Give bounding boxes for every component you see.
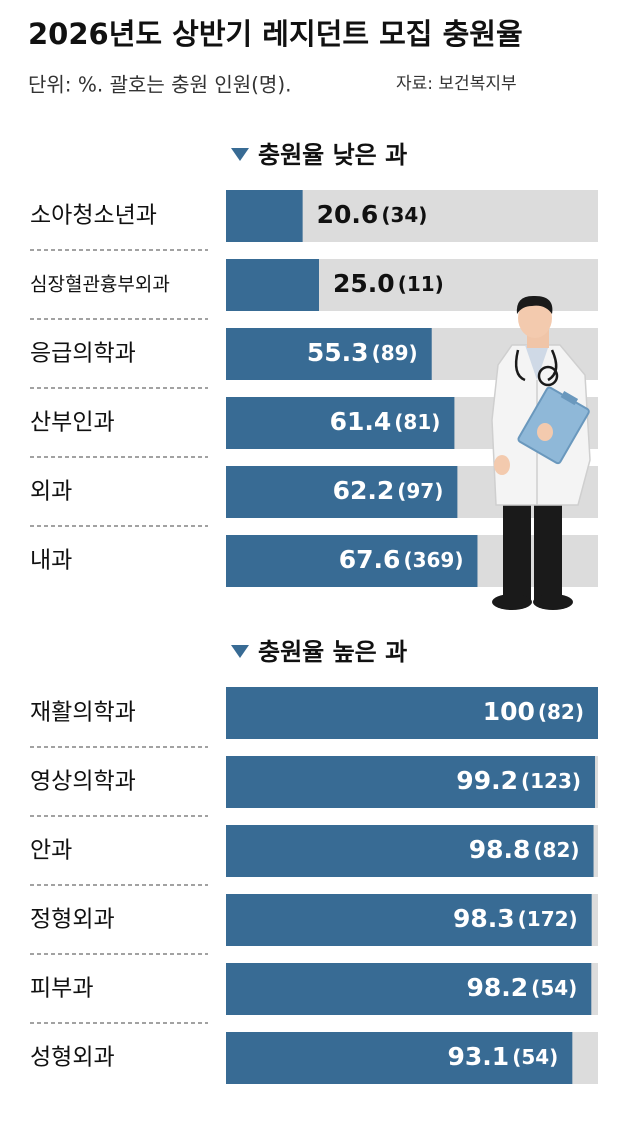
bar — [226, 190, 303, 242]
resident-count: (81) — [394, 410, 440, 434]
value-number: 25.0 — [333, 269, 395, 298]
category-label: 안과 — [30, 838, 72, 864]
section-title: 충원율 높은 과 — [258, 638, 407, 666]
category-label: 심장혈관흉부외과 — [30, 274, 170, 296]
title: 2026년도 상반기 레지던트 모집 충원율 — [28, 17, 523, 51]
value-label: 100 (82) — [483, 697, 584, 726]
section-title: 충원율 낮은 과 — [258, 141, 407, 169]
category-label: 재활의학과 — [30, 700, 136, 726]
bar — [226, 259, 319, 311]
doctor-illustration — [491, 295, 591, 610]
category-label: 성형외과 — [30, 1045, 115, 1071]
resident-count: (82) — [533, 838, 579, 862]
value-number: 98.8 — [469, 835, 531, 864]
value-number: 55.3 — [307, 338, 369, 367]
value-label: 93.1 (54) — [448, 1042, 559, 1071]
value-label: 62.2 (97) — [333, 476, 444, 505]
value-label: 20.6 (34) — [317, 200, 428, 229]
section-marker — [231, 645, 249, 658]
resident-count: (54) — [512, 1045, 558, 1069]
value-label: 98.2 (54) — [466, 973, 577, 1002]
category-label: 피부과 — [30, 976, 93, 1002]
resident-count: (369) — [403, 548, 463, 572]
category-label: 내과 — [30, 548, 72, 574]
value-number: 98.3 — [453, 904, 515, 933]
category-label: 산부인과 — [30, 410, 115, 436]
bar — [226, 328, 432, 380]
resident-count: (34) — [381, 203, 427, 227]
value-number: 99.2 — [456, 766, 518, 795]
bar — [226, 825, 594, 877]
category-label: 외과 — [30, 479, 72, 505]
resident-count: (54) — [531, 976, 577, 1000]
source: 자료: 보건복지부 — [396, 74, 517, 94]
value-number: 67.6 — [339, 545, 401, 574]
value-number: 93.1 — [448, 1042, 510, 1071]
value-number: 62.2 — [333, 476, 395, 505]
value-number: 20.6 — [317, 200, 379, 229]
resident-count: (11) — [398, 272, 444, 296]
bar — [226, 1032, 573, 1084]
subtitle: 단위: %. 괄호는 충원 인원(명). — [28, 73, 292, 97]
value-label: 67.6 (369) — [339, 545, 464, 574]
value-label: 98.8 (82) — [469, 835, 580, 864]
resident-count: (97) — [397, 479, 443, 503]
resident-count: (123) — [521, 769, 581, 793]
bar — [226, 687, 598, 739]
bar — [226, 397, 455, 449]
resident-count: (82) — [538, 700, 584, 724]
bar — [226, 963, 592, 1015]
category-label: 영상의학과 — [30, 769, 136, 795]
value-number: 98.2 — [466, 973, 528, 1002]
bar — [226, 894, 592, 946]
resident-count: (172) — [518, 907, 578, 931]
bar — [226, 466, 458, 518]
category-label: 소아청소년과 — [30, 203, 157, 229]
value-label: 25.0 (11) — [333, 269, 444, 298]
resident-count: (89) — [372, 341, 418, 365]
bar — [226, 756, 596, 808]
value-label: 99.2 (123) — [456, 766, 581, 795]
category-label: 정형외과 — [30, 907, 115, 933]
category-label: 응급의학과 — [30, 341, 136, 367]
value-number: 100 — [483, 697, 535, 726]
value-label: 98.3 (172) — [453, 904, 578, 933]
bar — [226, 535, 478, 587]
value-number: 61.4 — [330, 407, 392, 436]
value-label: 55.3 (89) — [307, 338, 418, 367]
section-marker — [231, 148, 249, 161]
value-label: 61.4 (81) — [330, 407, 441, 436]
